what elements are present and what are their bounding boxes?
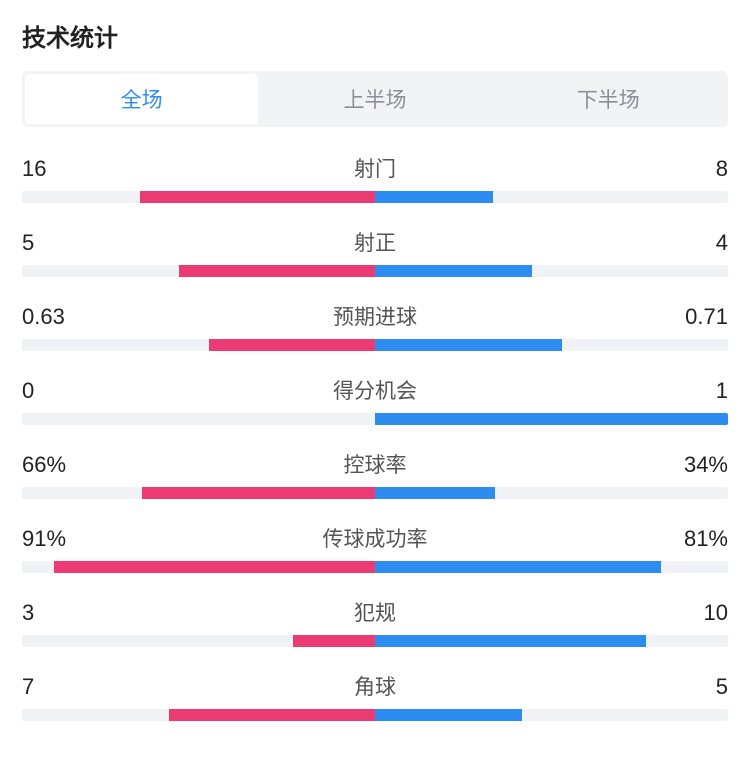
stat-label: 控球率 (92, 449, 658, 479)
stat-row: 7角球5 (22, 671, 728, 721)
stat-bar-left-half (22, 339, 375, 351)
tab-2[interactable]: 下半场 (492, 74, 725, 124)
stat-bar-track (22, 265, 728, 277)
stat-bar-right-fill (375, 561, 661, 573)
stat-bar-right-half (375, 487, 728, 499)
stat-right-value: 5 (658, 674, 728, 700)
stat-bar-right-fill (375, 635, 646, 647)
stat-bar-left-half (22, 265, 375, 277)
stat-bar-right-half (375, 709, 728, 721)
stat-bar-left-fill (140, 191, 375, 203)
tab-1[interactable]: 上半场 (258, 74, 491, 124)
stat-row: 66%控球率34% (22, 449, 728, 499)
stat-label: 射正 (92, 227, 658, 257)
stat-bar-left-fill (169, 709, 375, 721)
stat-bar-left-fill (179, 265, 375, 277)
stat-bar-right-half (375, 635, 728, 647)
stat-bar-left-half (22, 635, 375, 647)
stat-label: 预期进球 (92, 301, 658, 331)
stat-bar-track (22, 339, 728, 351)
stat-right-value: 10 (658, 600, 728, 626)
stat-bar-right-half (375, 339, 728, 351)
stat-label: 射门 (92, 153, 658, 183)
period-tabs: 全场上半场下半场 (22, 71, 728, 127)
stat-left-value: 7 (22, 674, 92, 700)
stat-right-value: 1 (658, 378, 728, 404)
stat-left-value: 0 (22, 378, 92, 404)
stat-row: 3犯规10 (22, 597, 728, 647)
stat-row: 16射门8 (22, 153, 728, 203)
stat-right-value: 34% (658, 452, 728, 478)
stat-left-value: 91% (22, 526, 92, 552)
stat-bar-track (22, 487, 728, 499)
stat-head: 0.63预期进球0.71 (22, 301, 728, 331)
stat-head: 5射正4 (22, 227, 728, 257)
stat-head: 3犯规10 (22, 597, 728, 627)
stat-bar-left-half (22, 191, 375, 203)
stat-bar-left-half (22, 487, 375, 499)
stat-left-value: 0.63 (22, 304, 92, 330)
stat-bar-right-half (375, 561, 728, 573)
stat-left-value: 16 (22, 156, 92, 182)
stat-bar-right-half (375, 265, 728, 277)
stat-bar-track (22, 413, 728, 425)
stat-left-value: 5 (22, 230, 92, 256)
stat-bar-track (22, 709, 728, 721)
stat-bar-right-fill (375, 709, 522, 721)
stat-row: 5射正4 (22, 227, 728, 277)
stat-bar-right-fill (375, 191, 493, 203)
stats-list: 16射门85射正40.63预期进球0.710得分机会166%控球率34%91%传… (22, 153, 728, 721)
stat-bar-left-fill (209, 339, 375, 351)
stat-bar-right-fill (375, 487, 495, 499)
stat-bar-left-fill (142, 487, 375, 499)
stat-label: 传球成功率 (92, 523, 658, 553)
stat-bar-right-half (375, 191, 728, 203)
stat-bar-track (22, 635, 728, 647)
stat-bar-left-half (22, 413, 375, 425)
stat-bar-left-fill (54, 561, 375, 573)
stat-label: 犯规 (92, 597, 658, 627)
stat-bar-right-fill (375, 265, 532, 277)
stat-bar-left-fill (293, 635, 375, 647)
stat-bar-right-fill (375, 413, 728, 425)
page-title: 技术统计 (22, 18, 728, 53)
stat-right-value: 4 (658, 230, 728, 256)
stat-row: 91%传球成功率81% (22, 523, 728, 573)
stat-head: 66%控球率34% (22, 449, 728, 479)
tab-0[interactable]: 全场 (25, 74, 258, 124)
stat-right-value: 0.71 (658, 304, 728, 330)
stat-label: 角球 (92, 671, 658, 701)
stat-head: 16射门8 (22, 153, 728, 183)
stats-panel: 技术统计 全场上半场下半场 16射门85射正40.63预期进球0.710得分机会… (0, 0, 750, 721)
stat-row: 0得分机会1 (22, 375, 728, 425)
stat-head: 7角球5 (22, 671, 728, 701)
stat-left-value: 66% (22, 452, 92, 478)
stat-bar-right-fill (375, 339, 562, 351)
stat-right-value: 8 (658, 156, 728, 182)
stat-bar-left-half (22, 709, 375, 721)
stat-label: 得分机会 (92, 375, 658, 405)
stat-bar-track (22, 561, 728, 573)
stat-left-value: 3 (22, 600, 92, 626)
stat-head: 0得分机会1 (22, 375, 728, 405)
stat-row: 0.63预期进球0.71 (22, 301, 728, 351)
stat-bar-left-half (22, 561, 375, 573)
stat-right-value: 81% (658, 526, 728, 552)
stat-bar-right-half (375, 413, 728, 425)
stat-bar-track (22, 191, 728, 203)
stat-head: 91%传球成功率81% (22, 523, 728, 553)
